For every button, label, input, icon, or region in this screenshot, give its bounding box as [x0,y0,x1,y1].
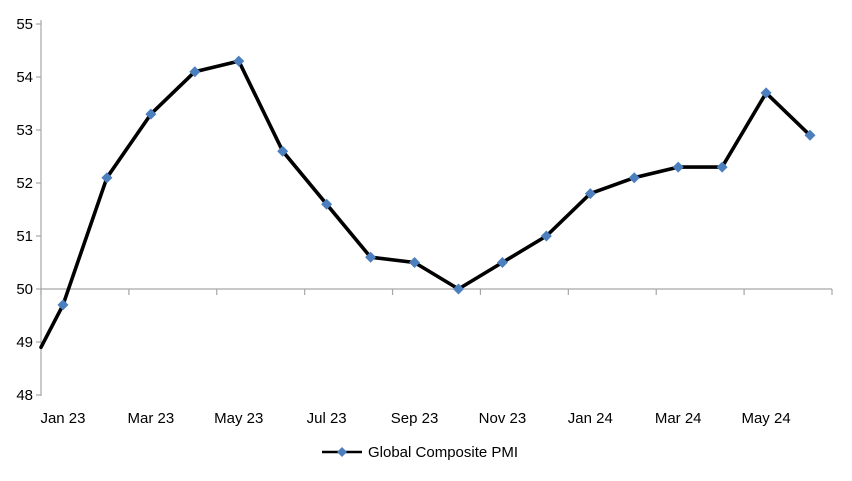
x-axis-label: Nov 23 [479,410,527,427]
x-axis-label: Jan 23 [40,410,85,427]
x-axis-label: Sep 23 [391,410,439,427]
data-point-marker [452,283,464,295]
legend-marker-icon [322,447,362,457]
x-axis-label: Mar 23 [128,410,175,427]
y-axis-label: 48 [16,387,33,404]
data-point-marker [365,251,377,263]
x-axis-label: Mar 24 [655,410,702,427]
data-point-marker [540,230,552,242]
data-point-marker [716,161,728,173]
x-axis-label: Jan 24 [568,410,613,427]
data-point-marker [189,66,201,78]
y-axis-label: 51 [16,228,33,245]
pmi-series-line [39,59,812,350]
legend: Global Composite PMI [322,442,518,462]
y-axis-label: 52 [16,175,33,192]
data-point-marker [409,257,421,268]
legend-label: Global Composite PMI [368,443,519,461]
data-point-marker [804,129,816,141]
data-point-marker [672,161,684,173]
data-point-marker [321,198,333,210]
data-point-marker [496,257,508,268]
data-point-marker [760,87,772,99]
x-axis-label: May 23 [214,410,263,427]
y-axis-label: 50 [16,281,33,298]
data-point-marker [101,172,113,184]
x-axis-label: May 24 [741,410,790,427]
data-point-marker [57,299,69,311]
data-point-marker [277,145,289,157]
y-axis-label: 53 [16,122,33,139]
data-point-marker [584,188,596,200]
y-axis-label: 55 [16,16,33,33]
data-point-marker [628,172,640,184]
y-axis-label: 54 [16,69,33,86]
data-point-marker [145,108,157,120]
y-axis-label: 49 [16,334,33,351]
data-point-marker [233,55,245,67]
x-axis-label: Jul 23 [307,410,347,427]
